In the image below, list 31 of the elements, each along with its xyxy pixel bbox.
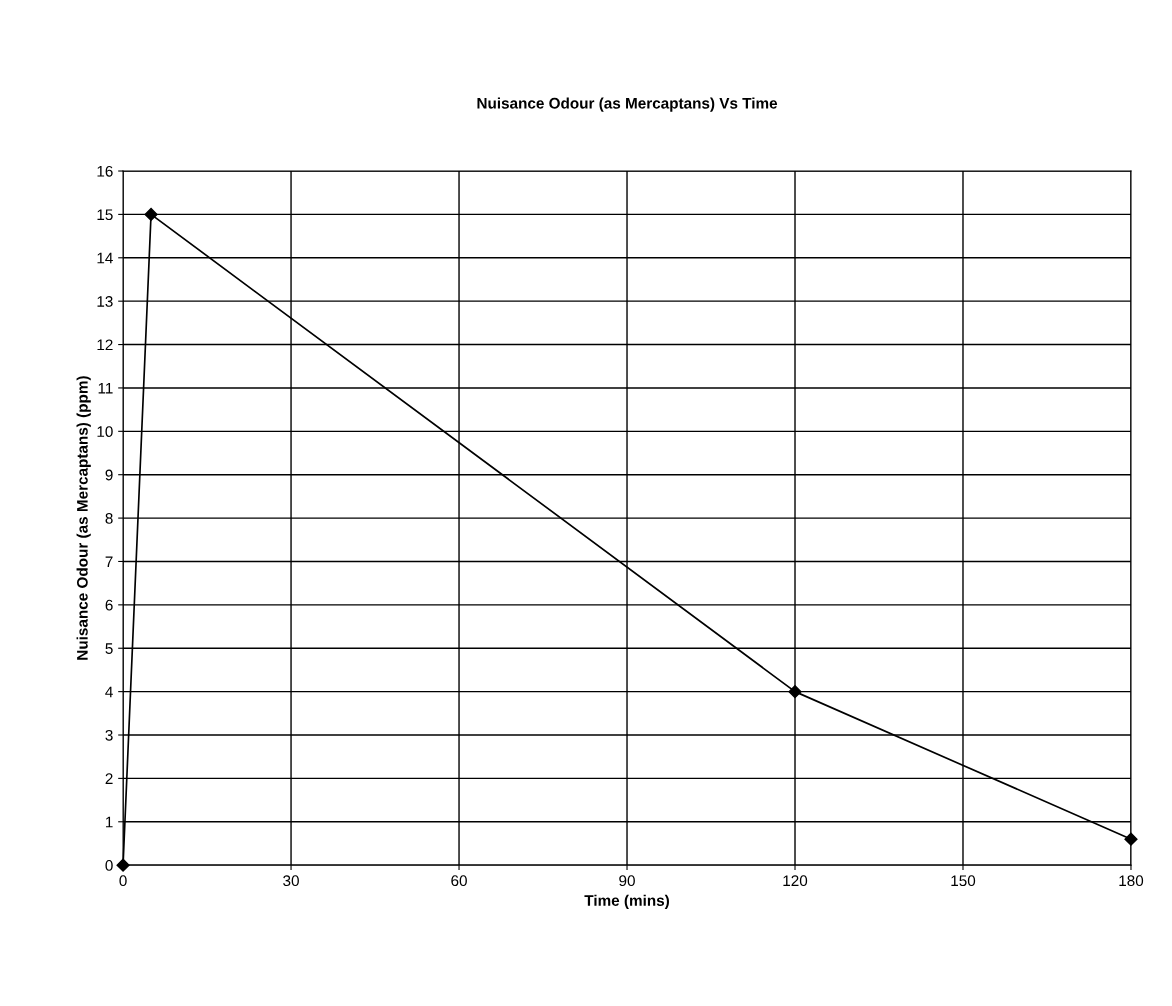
y-tick-label: 8 bbox=[105, 512, 113, 524]
y-tick-label: 4 bbox=[105, 686, 113, 698]
y-axis-title: Nuisance Odour (as Mercaptans) (ppm) bbox=[76, 376, 91, 660]
x-tick-label: 120 bbox=[783, 875, 808, 887]
y-tick-label: 5 bbox=[105, 643, 113, 654]
x-tick-label: 150 bbox=[951, 875, 976, 887]
x-tick-label: 30 bbox=[283, 875, 299, 887]
y-tick-label: 9 bbox=[105, 469, 113, 481]
y-tick-label: 14 bbox=[97, 252, 113, 264]
y-tick-label: 12 bbox=[97, 339, 113, 351]
point bbox=[144, 207, 158, 221]
chart-title: Nuisance Odour (as Mercaptans) Vs Time bbox=[477, 97, 778, 112]
y-tick-label: 16 bbox=[97, 165, 113, 177]
y-tick-label: 10 bbox=[97, 426, 113, 438]
y-tick-label: 0 bbox=[105, 860, 113, 871]
y-tick-label: 13 bbox=[97, 296, 113, 307]
point bbox=[1124, 832, 1138, 846]
x-tick-label: 180 bbox=[1119, 875, 1144, 887]
y-tick-label: 6 bbox=[105, 599, 113, 611]
y-tick-label: 2 bbox=[105, 773, 113, 784]
y-tick-label: 1 bbox=[106, 816, 113, 828]
y-tick-label: 3 bbox=[105, 729, 113, 741]
point bbox=[116, 858, 130, 872]
x-tick-label: 0 bbox=[119, 875, 127, 887]
x-tick-label: 60 bbox=[451, 875, 467, 887]
y-tick-label: 15 bbox=[97, 209, 113, 221]
point bbox=[788, 685, 802, 699]
x-axis-title: Time (mins) bbox=[584, 894, 669, 909]
y-tick-label: 11 bbox=[98, 382, 113, 394]
x-tick-label: 90 bbox=[619, 875, 635, 887]
y-tick-label: 7 bbox=[105, 556, 113, 568]
